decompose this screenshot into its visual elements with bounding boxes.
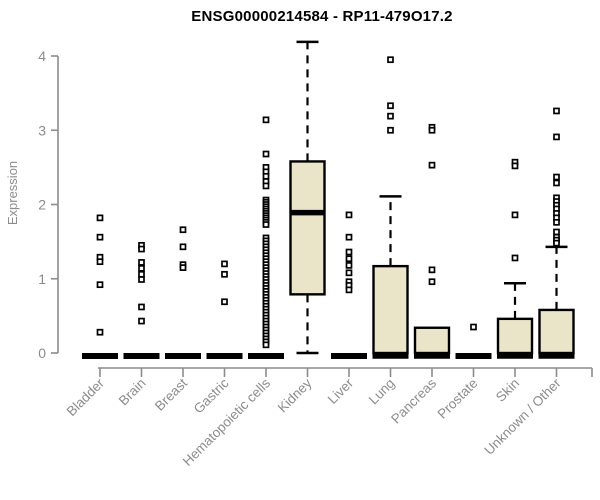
outlier-point — [262, 172, 270, 180]
flat-box — [331, 353, 367, 359]
outlier-point — [553, 107, 560, 115]
outlier-point — [387, 112, 394, 120]
outlier-point — [553, 179, 560, 187]
outlier-point — [345, 211, 353, 219]
outlier-point — [221, 298, 228, 306]
chart-title: ENSG00000214584 - RP11-479O17.2 — [191, 8, 453, 25]
outlier-point — [138, 303, 145, 311]
flat-box — [206, 353, 243, 359]
outlier-point — [345, 248, 353, 256]
x-tick-label: Skin — [493, 376, 522, 405]
box — [413, 326, 451, 355]
outlier-point — [179, 243, 187, 251]
x-tick-label: Kidney — [275, 375, 315, 415]
flat-box — [123, 353, 160, 359]
outlier-point — [138, 270, 145, 278]
x-tick-label: Bladder — [64, 375, 108, 419]
outlier-point — [179, 264, 187, 271]
outlier-point — [262, 150, 270, 158]
x-tick-label: Lung — [366, 376, 398, 408]
y-tick-label: 3 — [38, 122, 46, 138]
outlier-point — [96, 258, 104, 266]
outlier-point — [511, 254, 519, 262]
x-tick-label: Brain — [116, 376, 149, 409]
outlier-point — [345, 262, 353, 269]
outlier-point — [387, 126, 394, 134]
x-tick-label: Gastric — [191, 375, 232, 416]
x-tick-label: Prostate — [434, 376, 480, 422]
outlier-point — [262, 221, 270, 228]
y-tick-label: 4 — [38, 48, 46, 64]
flat-box — [82, 353, 118, 359]
outlier-point — [138, 245, 145, 253]
outlier-point — [553, 173, 560, 181]
outlier-point — [428, 266, 436, 274]
outlier-point — [262, 116, 270, 124]
y-tick-label: 1 — [38, 271, 46, 287]
outlier-point — [511, 211, 519, 219]
outlier-point — [428, 161, 436, 169]
y-tick-label: 2 — [38, 197, 46, 213]
x-tick-label: Unknown / Other — [481, 375, 564, 458]
box — [538, 308, 575, 355]
outlier-point — [553, 133, 560, 141]
outlier-point — [553, 228, 560, 236]
box — [372, 264, 409, 355]
outlier-point — [179, 226, 187, 234]
outlier-point — [138, 265, 145, 272]
box — [289, 160, 326, 296]
outlier-point — [387, 102, 394, 110]
outlier-point — [553, 218, 560, 226]
flat-box — [455, 353, 492, 359]
x-tick-label: Liver — [325, 375, 357, 407]
outlier-point — [138, 276, 145, 283]
outlier-point — [470, 323, 477, 331]
y-tick-label: 0 — [38, 345, 46, 361]
outlier-point — [345, 255, 353, 263]
outlier-point — [262, 341, 270, 349]
outlier-point — [262, 182, 270, 190]
outlier-point — [428, 126, 436, 134]
outlier-point — [553, 239, 560, 247]
flat-box — [248, 353, 284, 359]
outlier-point — [511, 162, 519, 170]
outlier-point — [96, 328, 104, 336]
x-tick-label: Breast — [152, 375, 190, 413]
outlier-point — [221, 270, 228, 278]
outlier-point — [345, 233, 353, 241]
outlier-point — [138, 259, 145, 266]
outlier-point — [96, 214, 104, 222]
x-tick-label: Pancreas — [388, 375, 439, 426]
outlier-point — [96, 233, 104, 241]
box — [496, 317, 534, 355]
outlier-point — [345, 269, 353, 277]
outlier-point — [387, 56, 394, 64]
outlier-point — [221, 260, 228, 268]
flat-box — [165, 353, 201, 359]
outlier-point — [345, 286, 353, 294]
outlier-point — [138, 317, 145, 325]
outlier-point — [96, 281, 104, 289]
outlier-point — [428, 278, 436, 286]
